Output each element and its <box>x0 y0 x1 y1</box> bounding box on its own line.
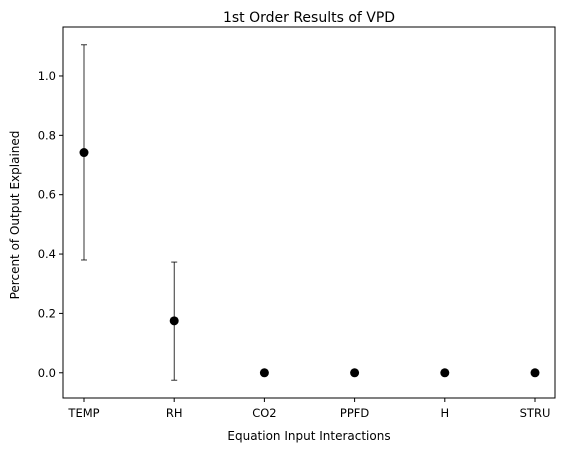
x-tick-label: RH <box>166 406 183 420</box>
data-point <box>169 316 179 326</box>
y-tick-label: 0.4 <box>38 247 56 261</box>
x-axis-label: Equation Input Interactions <box>227 429 390 443</box>
y-tick-label: 0.6 <box>38 188 56 202</box>
x-tick-label: CO2 <box>252 406 276 420</box>
x-tick-label: PPFD <box>340 406 369 420</box>
y-tick-label: 0.2 <box>38 306 56 320</box>
data-point <box>530 368 540 378</box>
chart-title: 1st Order Results of VPD <box>223 10 395 26</box>
data-points <box>79 148 540 378</box>
x-tick-label: TEMP <box>67 406 99 420</box>
data-point <box>440 368 450 378</box>
y-tick-label: 0.0 <box>38 366 56 380</box>
error-bars <box>81 44 178 381</box>
data-point <box>350 368 360 378</box>
data-point <box>259 368 269 378</box>
y-axis-label: Percent of Output Explained <box>8 131 22 300</box>
plot-area-frame <box>62 26 556 399</box>
y-axis: 0.0 0.2 0.4 0.6 0.8 1.0 <box>38 69 63 380</box>
y-tick-label: 1.0 <box>38 69 56 83</box>
y-tick-label: 0.8 <box>38 128 56 142</box>
x-tick-label: H <box>440 406 449 420</box>
data-point <box>79 148 89 158</box>
x-tick-label: STRU <box>520 406 551 420</box>
x-axis: TEMP RH CO2 PPFD H STRU <box>67 398 550 420</box>
